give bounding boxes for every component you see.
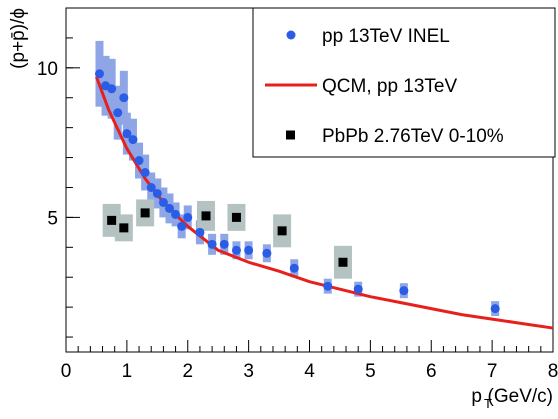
marker	[277, 226, 287, 236]
x-tick-label: 0	[61, 361, 72, 382]
marker	[353, 284, 363, 294]
marker	[399, 286, 409, 296]
marker	[140, 208, 150, 218]
x-axis-label-subscript: T	[484, 396, 492, 411]
legend-swatch	[286, 30, 296, 40]
x-tick-label: 5	[365, 361, 376, 382]
x-tick-label: 3	[243, 361, 254, 382]
marker	[107, 84, 117, 94]
y-tick-label: 5	[47, 208, 58, 229]
marker	[119, 223, 129, 233]
y-tick-label: 10	[37, 59, 58, 80]
legend-label: pp 13TeV INEL	[322, 26, 450, 47]
marker	[207, 239, 217, 249]
marker	[244, 245, 254, 255]
marker	[113, 108, 123, 118]
marker	[152, 188, 162, 198]
marker	[134, 156, 144, 166]
legend-swatch	[286, 130, 295, 140]
marker	[158, 197, 168, 207]
marker	[177, 221, 187, 231]
marker	[490, 304, 500, 314]
marker	[94, 69, 104, 79]
legend-label: QCM, pp 13TeV	[322, 76, 457, 97]
x-tick-label: 1	[122, 361, 133, 382]
marker	[164, 203, 174, 213]
marker	[140, 168, 150, 178]
x-tick-label: 2	[182, 361, 193, 382]
marker	[171, 209, 181, 219]
x-tick-label: 7	[487, 361, 498, 382]
marker	[146, 182, 156, 192]
marker	[128, 135, 138, 145]
marker	[219, 239, 229, 249]
marker	[231, 245, 241, 255]
marker	[195, 227, 205, 237]
x-tick-label: 6	[426, 361, 437, 382]
marker	[107, 215, 117, 225]
marker	[201, 211, 211, 221]
marker	[262, 248, 272, 258]
marker	[338, 257, 348, 267]
marker	[183, 212, 193, 222]
marker	[119, 93, 129, 103]
x-tick-label: 4	[304, 361, 315, 382]
x-axis-label: p	[471, 386, 482, 407]
marker	[289, 263, 299, 273]
y-axis-label: (p+p̄)/ϕ	[8, 8, 29, 69]
marker	[323, 281, 333, 291]
marker	[231, 212, 241, 222]
legend-label: PbPb 2.76TeV 0-10%	[322, 126, 504, 147]
legend-box	[252, 7, 556, 158]
x-axis-label-unit: (GeV/c)	[488, 386, 553, 407]
marker	[122, 129, 132, 139]
x-tick-label: 8	[548, 361, 558, 382]
